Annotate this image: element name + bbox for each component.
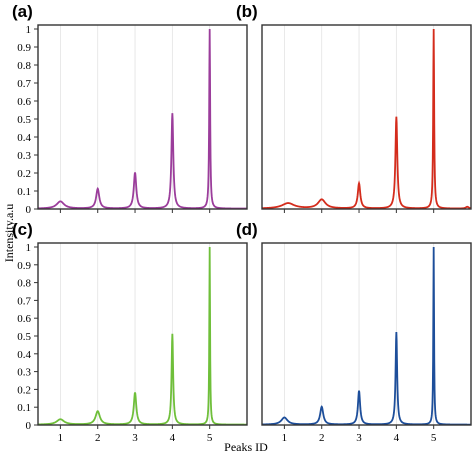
x-tick-label: 5 — [431, 432, 437, 444]
spectrum-line — [261, 28, 472, 210]
y-tick-label: 0.1 — [17, 186, 31, 198]
y-tick-label: 0 — [26, 420, 32, 432]
panel-label: (c) — [12, 220, 33, 239]
panel-label: (b) — [236, 2, 258, 21]
y-tick-label: 0.9 — [17, 260, 31, 272]
x-tick-label: 1 — [58, 432, 64, 444]
panel-c: (c) 0 0.1 0.2 0.3 0.4 0.5 0.6 0.7 0.8 0.9 1 1 2 3 4 5 — [12, 220, 248, 444]
y-tick-label: 0.4 — [17, 349, 31, 361]
x-tick-label: 1 — [282, 432, 288, 444]
y-tick-label: 1 — [26, 24, 32, 36]
y-axis-title: Intensity.a.u — [2, 204, 16, 263]
y-tick-label: 0.6 — [17, 96, 31, 108]
y-tick-label: 1 — [26, 242, 32, 254]
y-tick-label: 0.4 — [17, 132, 31, 144]
panel-b: (b) — [236, 2, 472, 213]
y-tick-label: 0.7 — [17, 295, 31, 307]
panel-d: (d) 1 2 3 4 5 — [236, 220, 472, 444]
spectrum-line — [37, 28, 247, 210]
y-tick-label: 0.5 — [17, 331, 31, 343]
x-axis-title: Peaks ID — [224, 440, 268, 454]
plot-frame — [37, 242, 248, 426]
y-tick-label: 0.1 — [17, 402, 31, 414]
x-tick-label: 5 — [207, 432, 213, 444]
y-tick-label: 0.9 — [17, 42, 31, 54]
spectrum-line — [37, 246, 247, 426]
x-tick-label: 4 — [394, 432, 400, 444]
x-tick-label: 4 — [170, 432, 176, 444]
y-tick-label: 0.3 — [17, 150, 31, 162]
y-tick-label: 0 — [26, 204, 32, 216]
y-tick-label: 0.6 — [17, 313, 31, 325]
panel-label: (d) — [236, 220, 258, 239]
y-tick-label: 0.8 — [17, 278, 31, 290]
plot-frame — [261, 24, 472, 210]
y-tick-label: 0.2 — [17, 384, 31, 396]
y-tick-label: 0.5 — [17, 114, 31, 126]
y-tick-label: 0.3 — [17, 367, 31, 379]
y-tick-label: 0.8 — [17, 60, 31, 72]
x-tick-label: 3 — [356, 432, 362, 444]
y-tick-label: 0.7 — [17, 78, 31, 90]
panel-a: (a) 0 0.1 0.2 0.3 0.4 0.5 0.6 0.7 0.8 0.9 1 — [12, 2, 248, 216]
x-tick-label: 2 — [95, 432, 101, 444]
plot-frame — [261, 242, 472, 426]
panel-label: (a) — [12, 2, 33, 21]
plot-frame — [37, 24, 248, 210]
x-tick-label: 3 — [132, 432, 138, 444]
x-tick-label: 2 — [319, 432, 325, 444]
panels: (a) 0 0.1 0.2 0.3 0.4 0.5 0.6 0.7 0.8 0.9 1 (b) (c) 0 0… — [12, 2, 472, 444]
spectrum-line — [262, 246, 471, 426]
y-tick-label: 0.2 — [17, 168, 31, 180]
